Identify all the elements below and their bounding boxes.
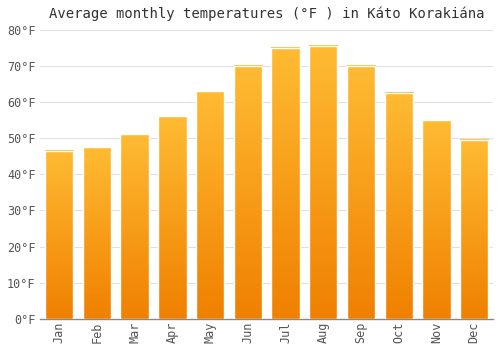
Bar — [347, 66, 375, 319]
Bar — [45, 151, 74, 319]
Bar — [422, 120, 450, 319]
Bar — [234, 66, 262, 319]
Bar — [309, 46, 338, 319]
Bar — [120, 134, 149, 319]
Bar — [460, 140, 488, 319]
Bar — [158, 116, 186, 319]
Title: Average monthly temperatures (°F ) in Káto Korakiána: Average monthly temperatures (°F ) in Ká… — [49, 7, 484, 21]
Bar — [384, 93, 413, 319]
Bar — [83, 147, 111, 319]
Bar — [196, 91, 224, 319]
Bar — [272, 48, 299, 319]
